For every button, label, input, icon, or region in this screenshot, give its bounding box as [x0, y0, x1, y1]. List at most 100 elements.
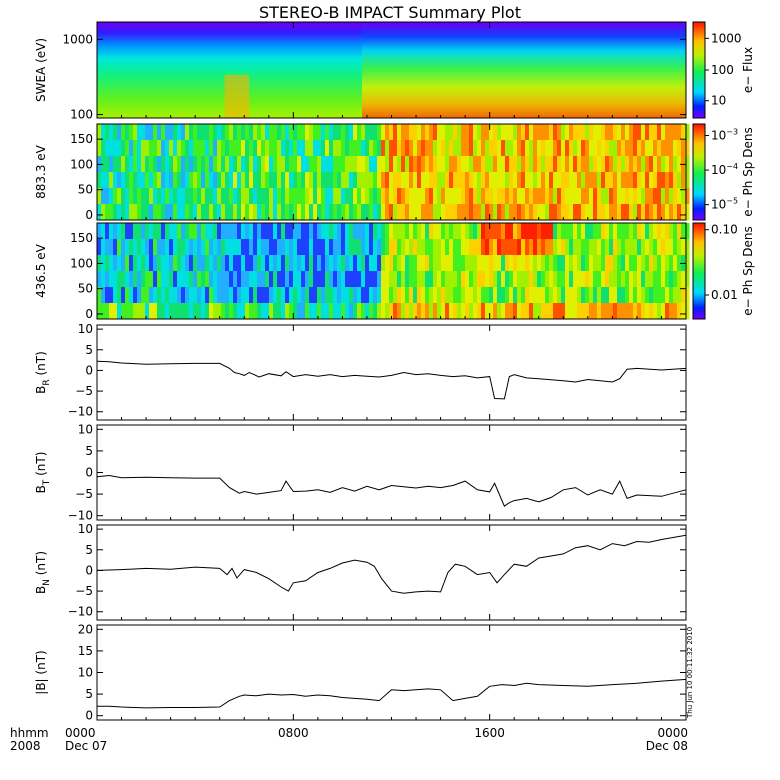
pad436-heatmap-cell [573, 287, 578, 304]
pad436-heatmap-cell [373, 303, 378, 320]
pad883-heatmap-cell [209, 188, 214, 205]
pad883-heatmap-cell [245, 188, 250, 205]
pad436-heatmap-cell [665, 255, 670, 272]
pad436-heatmap-cell [529, 271, 534, 288]
pad883-heatmap-cell [157, 188, 162, 205]
pad436-heatmap-cell [109, 223, 114, 240]
pad883-heatmap-cell [521, 140, 526, 157]
bt-ytick-label: 10 [78, 422, 93, 436]
pad436-heatmap-cell [661, 303, 666, 320]
pad883-heatmap-cell [105, 156, 110, 173]
bt-series-line [96, 474, 687, 507]
pad883-heatmap-cell [481, 124, 486, 141]
pad436-heatmap-cell [269, 223, 274, 240]
pad883-heatmap-cell [265, 172, 270, 189]
pad436-heatmap-cell [357, 303, 362, 320]
pad883-heatmap-cell [261, 140, 266, 157]
pad883-heatmap-cell [557, 124, 562, 141]
pad883-heatmap-cell [505, 188, 510, 205]
pad436-heatmap-cell [445, 303, 450, 320]
pad883-heatmap-cell [589, 188, 594, 205]
pad436-heatmap-cell [505, 255, 510, 272]
pad883-heatmap-cell [437, 204, 442, 221]
pad436-heatmap-cell [241, 255, 246, 272]
pad436-heatmap-cell [637, 271, 642, 288]
pad883-heatmap-cell [281, 140, 286, 157]
pad436-heatmap-cell [681, 303, 686, 320]
pad436-heatmap-cell [641, 255, 646, 272]
pad883-heatmap-cell [341, 156, 346, 173]
pad883-heatmap-cell [145, 172, 150, 189]
pad883-heatmap-cell [369, 172, 374, 189]
pad436-heatmap-cell [229, 223, 234, 240]
pad436-heatmap-cell [629, 223, 634, 240]
pad883-heatmap-cell [621, 140, 626, 157]
pad436-heatmap-cell [101, 255, 106, 272]
pad883-heatmap-cell [629, 188, 634, 205]
pad883-heatmap-cell [277, 156, 282, 173]
pad436-heatmap-cell [565, 303, 570, 320]
pad436-heatmap-cell [401, 287, 406, 304]
pad436-heatmap-cell [593, 271, 598, 288]
pad883-heatmap-cell [277, 188, 282, 205]
pad883-heatmap-cell [385, 188, 390, 205]
pad436-heatmap-cell [621, 223, 626, 240]
pad883-heatmap-cell [541, 124, 546, 141]
pad883-heatmap-cell [181, 124, 186, 141]
pad436-heatmap-cell [221, 239, 226, 256]
pad883-heatmap-cell [673, 204, 678, 221]
pad436-heatmap-cell [569, 223, 574, 240]
pad436-heatmap-cell [129, 239, 134, 256]
pad436-heatmap-cell [313, 223, 318, 240]
pad883-heatmap-cell [373, 140, 378, 157]
pad883-heatmap-cell [649, 204, 654, 221]
pad883-heatmap-cell [217, 140, 222, 157]
pad883-heatmap-cell [257, 124, 262, 141]
pad883-heatmap-cell [549, 188, 554, 205]
pad436-heatmap-cell [225, 303, 230, 320]
pad436-heatmap-cell [341, 223, 346, 240]
pad883-heatmap-cell [145, 188, 150, 205]
pad883-heatmap-cell [137, 140, 142, 157]
pad883-heatmap-cell [345, 204, 350, 221]
pad436-heatmap-cell [569, 303, 574, 320]
pad436-heatmap-cell [669, 303, 674, 320]
pad883-heatmap-cell [401, 156, 406, 173]
pad883-heatmap-cell [293, 140, 298, 157]
pad436-heatmap-cell [189, 287, 194, 304]
pad436-heatmap-cell [201, 271, 206, 288]
pad883-heatmap-cell [97, 140, 102, 157]
pad883-heatmap-cell [669, 124, 674, 141]
pad883-heatmap-cell [685, 156, 690, 173]
pad436-heatmap-cell [289, 303, 294, 320]
pad883-heatmap-cell [305, 124, 310, 141]
pad883-heatmap-cell [201, 156, 206, 173]
pad436-heatmap-cell [277, 239, 282, 256]
pad883-heatmap-cell [265, 188, 270, 205]
pad436-heatmap-cell [493, 287, 498, 304]
pad883-heatmap-cell [349, 140, 354, 157]
pad883-heatmap-cell [165, 188, 170, 205]
swea-colorbar-tick-label: 1000 [711, 31, 742, 45]
pad436-heatmap-cell [213, 271, 218, 288]
pad883-heatmap-cell [549, 204, 554, 221]
pad883-heatmap-cell [577, 156, 582, 173]
pad883-heatmap-cell [309, 188, 314, 205]
pad436-heatmap-cell [441, 287, 446, 304]
pad436-heatmap-cell [357, 271, 362, 288]
pad436-heatmap-cell [253, 303, 258, 320]
pad883-heatmap-cell [229, 204, 234, 221]
pad883-heatmap-cell [661, 172, 666, 189]
pad883-heatmap-cell [289, 156, 294, 173]
pad883-heatmap-cell [557, 204, 562, 221]
pad883-heatmap-cell [561, 172, 566, 189]
pad436-heatmap-cell [165, 223, 170, 240]
pad436-heatmap-cell [389, 287, 394, 304]
pad436-heatmap-cell [465, 223, 470, 240]
pad883-heatmap-cell [473, 188, 478, 205]
pad436-colorbar-tick-label: 0.10 [711, 223, 738, 237]
pad436-heatmap-cell [401, 223, 406, 240]
pad436-heatmap-cell [117, 239, 122, 256]
pad436-heatmap-cell [153, 303, 158, 320]
pad436-heatmap-cell [601, 255, 606, 272]
